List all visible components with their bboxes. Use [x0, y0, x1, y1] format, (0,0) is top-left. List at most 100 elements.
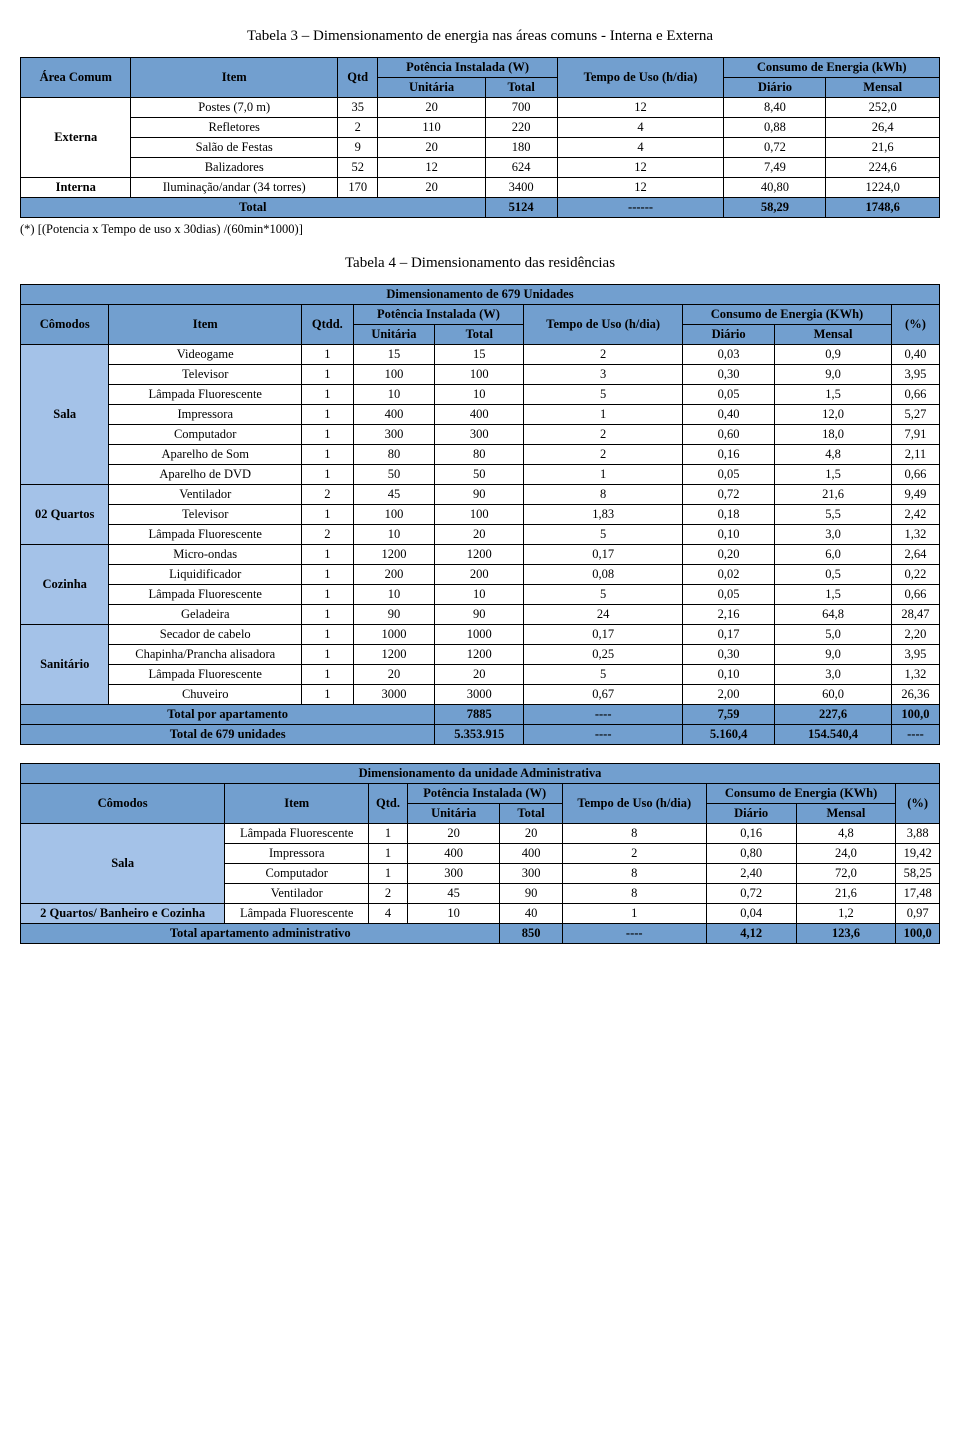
data-cell: 0,17	[524, 545, 683, 565]
data-cell: 1	[302, 685, 354, 705]
data-cell: 3400	[485, 178, 557, 198]
table-row: Lâmpada Fluorescente1202050,103,01,32	[21, 665, 940, 685]
total-val: 5.160,4	[683, 725, 775, 745]
col-consumo: Consumo de Energia (KWh)	[706, 784, 896, 804]
data-cell: 100	[353, 365, 435, 385]
data-cell: 17,48	[896, 884, 940, 904]
data-cell: 1,32	[891, 665, 939, 685]
total-val: 5.353.915	[435, 725, 524, 745]
data-cell: Chuveiro	[109, 685, 302, 705]
total-val: 58,29	[724, 198, 826, 218]
data-cell: 1	[302, 345, 354, 365]
data-cell: Chapinha/Prancha alisadora	[109, 645, 302, 665]
data-cell: 1200	[353, 645, 435, 665]
col-pot: Potência Instalada (W)	[353, 305, 524, 325]
data-cell: Refletores	[131, 118, 337, 138]
data-cell: 8	[524, 485, 683, 505]
data-cell: 35	[337, 98, 378, 118]
total-val: 4,12	[706, 924, 796, 944]
col-consumo: Consumo de Energia (KWh)	[683, 305, 892, 325]
data-cell: 200	[353, 565, 435, 585]
data-cell: 0,05	[683, 465, 775, 485]
data-cell: 9	[337, 138, 378, 158]
section-header: Dimensionamento da unidade Administrativ…	[21, 764, 940, 784]
data-cell: 20	[353, 665, 435, 685]
data-cell: Aparelho de Som	[109, 445, 302, 465]
data-cell: 21,6	[796, 884, 896, 904]
data-cell: 1,83	[524, 505, 683, 525]
data-cell: 180	[485, 138, 557, 158]
data-cell: 72,0	[796, 864, 896, 884]
rowgroup-label: 2 Quartos/ Banheiro e Cozinha	[21, 904, 225, 924]
data-cell: 1	[369, 844, 408, 864]
col-diario: Diário	[724, 78, 826, 98]
data-cell: 45	[353, 485, 435, 505]
data-cell: 1,5	[775, 585, 892, 605]
data-cell: 0,5	[775, 565, 892, 585]
data-cell: 5,27	[891, 405, 939, 425]
data-cell: 2,11	[891, 445, 939, 465]
data-cell: 2,20	[891, 625, 939, 645]
rowgroup-label: Interna	[21, 178, 131, 198]
table-row: SalaLâmpada Fluorescente1202080,164,83,8…	[21, 824, 940, 844]
data-cell: 5,0	[775, 625, 892, 645]
data-cell: 3000	[353, 685, 435, 705]
table-row: Aparelho de DVD1505010,051,50,66	[21, 465, 940, 485]
data-cell: Ventilador	[225, 884, 369, 904]
col-qtdd: Qtdd.	[302, 305, 354, 345]
data-cell: 1	[302, 625, 354, 645]
data-cell: 1	[302, 365, 354, 385]
data-cell: 10	[353, 385, 435, 405]
data-cell: 2,64	[891, 545, 939, 565]
data-cell: Lâmpada Fluorescente	[109, 665, 302, 685]
col-pot: Potência Instalada (W)	[407, 784, 562, 804]
data-cell: 1	[302, 505, 354, 525]
table-row: 2 Quartos/ Banheiro e CozinhaLâmpada Flu…	[21, 904, 940, 924]
data-cell: 5,5	[775, 505, 892, 525]
data-cell: 40,80	[724, 178, 826, 198]
data-cell: 8,40	[724, 98, 826, 118]
data-cell: 0,66	[891, 585, 939, 605]
col-diario: Diário	[683, 325, 775, 345]
total-val: 123,6	[796, 924, 896, 944]
data-cell: 0,08	[524, 565, 683, 585]
table4-title: Tabela 4 – Dimensionamento das residênci…	[20, 255, 940, 272]
total-val: 154.540,4	[775, 725, 892, 745]
data-cell: 21,6	[775, 485, 892, 505]
data-cell: 252,0	[826, 98, 940, 118]
data-cell: 8	[562, 864, 706, 884]
total-val: ----	[891, 725, 939, 745]
data-cell: 1200	[435, 545, 524, 565]
data-cell: 0,30	[683, 645, 775, 665]
data-cell: 12	[557, 178, 724, 198]
data-cell: 2,40	[706, 864, 796, 884]
data-cell: 0,17	[683, 625, 775, 645]
data-cell: 1,32	[891, 525, 939, 545]
data-cell: 400	[435, 405, 524, 425]
data-cell: 224,6	[826, 158, 940, 178]
data-cell: 64,8	[775, 605, 892, 625]
col-item: Item	[225, 784, 369, 824]
table4: Dimensionamento de 679 UnidadesCômodosIt…	[20, 284, 940, 745]
total-val: 5124	[485, 198, 557, 218]
total-label: Total	[21, 198, 486, 218]
data-cell: 80	[353, 445, 435, 465]
data-cell: 1	[302, 405, 354, 425]
data-cell: 10	[353, 525, 435, 545]
data-cell: 1,5	[775, 385, 892, 405]
data-cell: Ventilador	[109, 485, 302, 505]
data-cell: 0,80	[706, 844, 796, 864]
data-cell: 2	[302, 485, 354, 505]
data-cell: 12	[557, 98, 724, 118]
total-row: Total de 679 unidades5.353.915----5.160,…	[21, 725, 940, 745]
data-cell: 1	[302, 465, 354, 485]
data-cell: Aparelho de DVD	[109, 465, 302, 485]
data-cell: 10	[435, 385, 524, 405]
data-cell: 2	[562, 844, 706, 864]
data-cell: 1	[302, 645, 354, 665]
total-label: Total por apartamento	[21, 705, 435, 725]
table-row: Lâmpada Fluorescente1101050,051,50,66	[21, 585, 940, 605]
col-diario: Diário	[706, 804, 796, 824]
data-cell: 1	[302, 565, 354, 585]
data-cell: 3,95	[891, 645, 939, 665]
